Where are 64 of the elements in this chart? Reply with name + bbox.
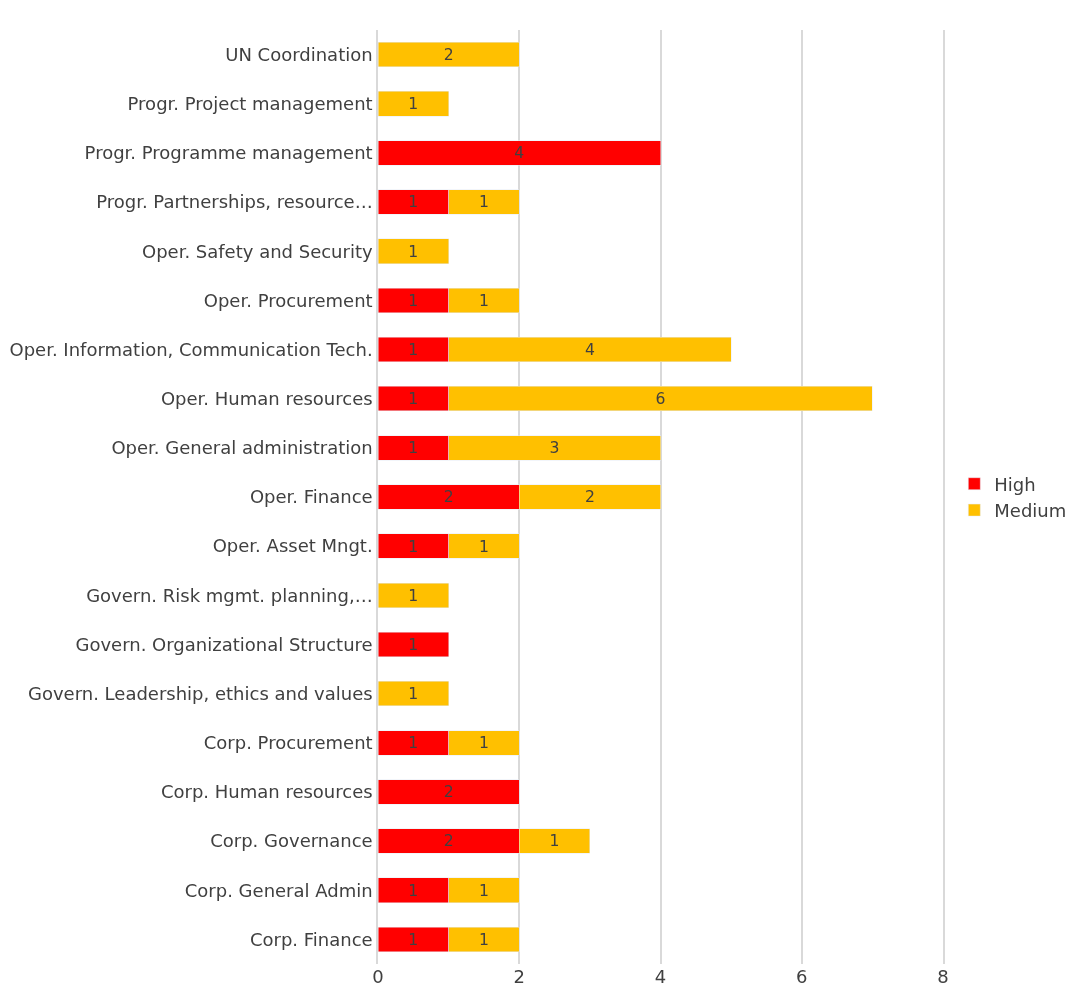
data-label: 1 — [478, 536, 489, 556]
data-label: 1 — [408, 929, 419, 949]
data-label: 1 — [408, 733, 419, 753]
bar — [378, 42, 520, 68]
x-tick-label: 6 — [796, 966, 808, 987]
y-tick-label: Corp. Finance — [249, 928, 373, 950]
data-label: 2 — [443, 782, 454, 802]
data-label: 1 — [478, 880, 489, 900]
data-label: 2 — [443, 831, 454, 851]
y-tick-label: Govern. Risk mgmt. planning,… — [86, 584, 373, 606]
data-label: 1 — [478, 192, 489, 212]
y-tick-label: Oper. General administration — [111, 437, 373, 459]
y-tick-label: Govern. Organizational Structure — [75, 633, 373, 655]
legend-label: Medium — [994, 500, 1067, 522]
data-label: 1 — [408, 536, 419, 556]
data-label: 1 — [408, 389, 419, 409]
data-label: 2 — [443, 487, 454, 507]
y-tick-label: Corp. Governance — [210, 830, 373, 852]
data-label: 2 — [584, 487, 595, 507]
bar — [378, 238, 449, 264]
data-label: 6 — [655, 389, 666, 409]
y-tick-label: Corp. General Admin — [184, 879, 373, 901]
y-tick-label: Progr. Project management — [127, 93, 373, 115]
bar — [378, 91, 449, 117]
y-tick-label: Progr. Partnerships, resource… — [96, 191, 373, 213]
data-label: 2 — [443, 44, 454, 64]
data-label: 1 — [408, 192, 419, 212]
y-tick-label: Oper. Finance — [249, 486, 373, 508]
y-tick-label: Oper. Human resources — [160, 387, 373, 409]
bar — [378, 779, 520, 805]
x-tick-label: 0 — [372, 966, 384, 987]
y-tick-label: Govern. Leadership, ethics and values — [27, 682, 373, 704]
bar — [378, 582, 449, 608]
data-label: 4 — [514, 143, 525, 163]
data-label: 1 — [549, 831, 560, 851]
data-label: 1 — [408, 585, 419, 605]
data-label: 1 — [408, 880, 419, 900]
y-tick-label: Oper. Information, Communication Tech. — [9, 338, 373, 360]
data-label: 1 — [478, 290, 489, 310]
data-label: 1 — [478, 929, 489, 949]
y-tick-label: Progr. Programme management — [84, 142, 373, 164]
x-tick-label: 8 — [937, 966, 949, 987]
data-label: 1 — [408, 438, 419, 458]
data-label: 4 — [584, 339, 595, 359]
y-tick-label: Oper. Safety and Security — [141, 240, 373, 262]
data-label: 1 — [478, 733, 489, 753]
data-label: 1 — [408, 634, 419, 654]
x-tick-label: 2 — [513, 966, 525, 987]
bar — [378, 681, 449, 707]
data-label: 1 — [408, 94, 419, 114]
y-tick-label: Corp. Human resources — [160, 781, 373, 803]
y-tick-label: Corp. Procurement — [203, 732, 373, 754]
legend-label: High — [994, 473, 1036, 495]
data-label: 1 — [408, 290, 419, 310]
data-label: 3 — [549, 438, 560, 458]
bar — [378, 140, 661, 166]
data-label: 1 — [408, 339, 419, 359]
y-tick-label: UN Coordination — [225, 43, 373, 65]
y-tick-label: Oper. Procurement — [203, 289, 373, 311]
data-label: 1 — [408, 684, 419, 704]
bar — [378, 631, 449, 658]
x-tick-label: 4 — [654, 966, 667, 987]
y-tick-label: Oper. Asset Mngt. — [212, 535, 373, 557]
data-label: 1 — [408, 241, 419, 261]
